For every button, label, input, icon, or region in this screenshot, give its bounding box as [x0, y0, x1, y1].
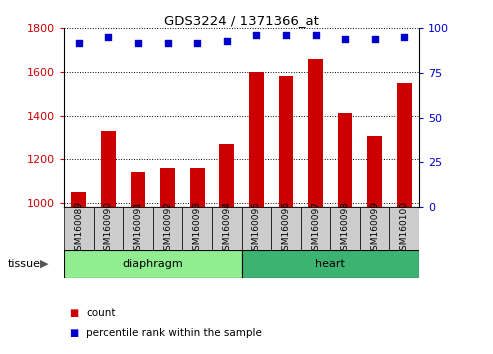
Text: GSM160090: GSM160090: [104, 201, 113, 256]
Text: heart: heart: [316, 259, 345, 269]
Text: GSM160094: GSM160094: [222, 201, 231, 256]
Point: [312, 33, 319, 38]
Bar: [242, 207, 271, 250]
Bar: [101, 131, 116, 207]
Bar: [123, 207, 153, 250]
Bar: [94, 207, 123, 250]
Bar: [279, 76, 293, 207]
Bar: [308, 59, 323, 207]
Bar: [182, 207, 212, 250]
Bar: [249, 72, 264, 207]
Bar: [330, 207, 360, 250]
Point: [341, 36, 349, 42]
Text: GSM160095: GSM160095: [252, 201, 261, 256]
Point: [105, 34, 112, 40]
Text: GSM160100: GSM160100: [400, 201, 409, 256]
Text: percentile rank within the sample: percentile rank within the sample: [86, 328, 262, 338]
Text: GSM160099: GSM160099: [370, 201, 379, 256]
Bar: [360, 207, 389, 250]
Bar: [271, 207, 301, 250]
Point: [164, 40, 172, 45]
Text: GSM160091: GSM160091: [134, 201, 142, 256]
Text: ■: ■: [69, 328, 78, 338]
Bar: [367, 136, 382, 207]
Bar: [64, 250, 242, 278]
Bar: [153, 207, 182, 250]
Bar: [389, 207, 419, 250]
Bar: [160, 168, 175, 207]
Text: count: count: [86, 308, 116, 318]
Point: [193, 40, 201, 45]
Title: GDS3224 / 1371366_at: GDS3224 / 1371366_at: [164, 14, 319, 27]
Text: tissue: tissue: [7, 259, 40, 269]
Bar: [71, 192, 86, 207]
Point: [223, 38, 231, 44]
Text: GSM160098: GSM160098: [341, 201, 350, 256]
Point: [282, 33, 290, 38]
Bar: [242, 250, 419, 278]
Point: [252, 33, 260, 38]
Bar: [219, 144, 234, 207]
Text: GSM160092: GSM160092: [163, 201, 172, 256]
Text: ▶: ▶: [40, 259, 49, 269]
Bar: [397, 83, 412, 207]
Point: [134, 40, 142, 45]
Point: [400, 34, 408, 40]
Bar: [131, 172, 145, 207]
Bar: [190, 168, 205, 207]
Text: diaphragm: diaphragm: [122, 259, 183, 269]
Bar: [212, 207, 242, 250]
Text: GSM160089: GSM160089: [74, 201, 83, 256]
Bar: [64, 207, 94, 250]
Text: ■: ■: [69, 308, 78, 318]
Bar: [301, 207, 330, 250]
Text: GSM160097: GSM160097: [311, 201, 320, 256]
Bar: [338, 113, 352, 207]
Text: GSM160096: GSM160096: [282, 201, 290, 256]
Point: [75, 40, 83, 45]
Text: GSM160093: GSM160093: [193, 201, 202, 256]
Point: [371, 36, 379, 42]
